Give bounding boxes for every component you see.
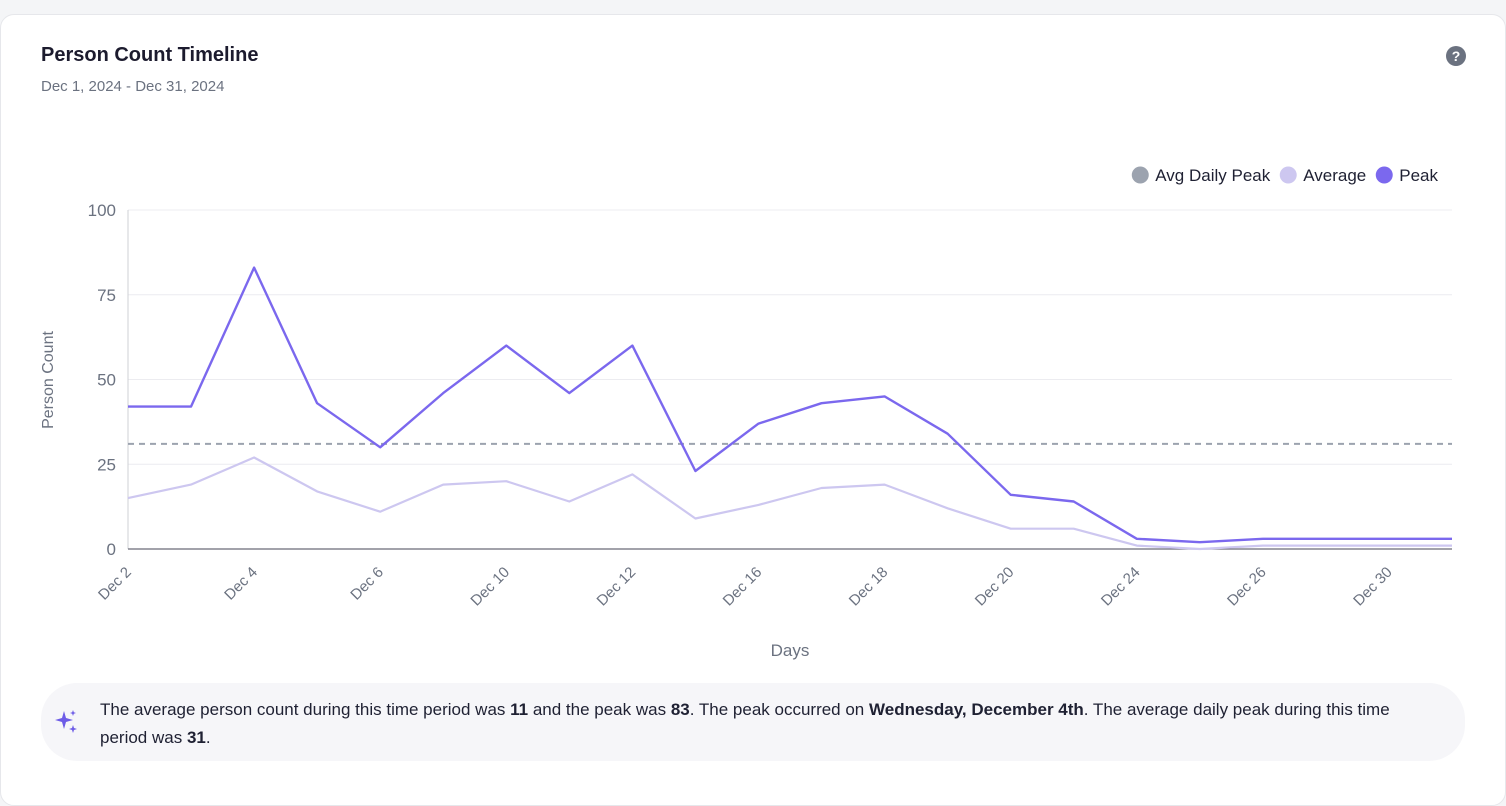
- x-tick-label: Dec 26: [1224, 564, 1270, 610]
- person-count-chart: 0 25 50 75 100 Dec 2 Dec 4 Dec 6 Dec 10 Dec 12 De…: [40, 166, 1452, 660]
- y-axis-label: Person Count: [40, 331, 57, 429]
- series-line-peak: [128, 266, 1452, 544]
- y-tick-label: 25: [97, 455, 116, 474]
- y-tick-label: 50: [97, 371, 116, 390]
- legend-swatch: [1131, 166, 1149, 184]
- legend-item: Peak: [1375, 166, 1438, 185]
- y-tick-label: 100: [88, 201, 116, 220]
- series-line-average: [127, 456, 1452, 551]
- x-axis-label: Days: [771, 641, 810, 660]
- insight-text-part: .: [205, 728, 211, 747]
- legend-item: Average: [1279, 166, 1366, 185]
- insight-text-part: . The average daily peak during this tim…: [100, 700, 1390, 747]
- x-tick-label: Dec 6: [347, 564, 387, 604]
- x-tick-label: Dec 30: [1350, 564, 1396, 610]
- x-tick-label: Dec 18: [846, 564, 892, 610]
- legend-label: Peak: [1399, 166, 1438, 185]
- chart-card: [0, 14, 1506, 806]
- insight-panel: The average person count during this tim…: [41, 683, 1465, 761]
- legend-swatch: [1279, 166, 1297, 184]
- x-tick-label: Dec 2: [95, 564, 135, 604]
- date-range: Dec 1, 2024 - Dec 31, 2024: [41, 78, 225, 95]
- legend-swatch: [1375, 166, 1393, 184]
- insight-average-value: 11: [510, 700, 529, 719]
- chart-title: Person Count Timeline: [41, 44, 259, 66]
- x-tick-label: Dec 16: [720, 564, 766, 610]
- x-tick-label: Dec 10: [467, 564, 513, 610]
- legend-label: Avg Daily Peak: [1155, 166, 1270, 185]
- legend-item: Avg Daily Peak: [1131, 166, 1271, 185]
- insight-text-part: and the peak was: [528, 700, 671, 719]
- y-tick-label: 0: [107, 540, 116, 559]
- insight-text-part: . The peak occurred on: [689, 700, 869, 719]
- insight-peak-day: Wednesday, December 4th: [869, 700, 1084, 719]
- sparkles-icon: [55, 710, 77, 733]
- legend-label: Average: [1303, 166, 1366, 185]
- insight-avg-daily-peak-value: 31: [186, 728, 206, 747]
- insight-text-part: The average person count during this tim…: [100, 700, 511, 719]
- insight-peak-value: 83: [670, 700, 690, 719]
- x-tick-label: Dec 24: [1098, 564, 1144, 610]
- question-circle-icon[interactable]: ?: [1446, 46, 1466, 66]
- x-tick-label: Dec 20: [972, 564, 1018, 610]
- x-tick-label: Dec 4: [221, 564, 261, 604]
- x-tick-label: Dec 12: [594, 564, 640, 610]
- y-tick-label: 75: [97, 286, 116, 305]
- insight-text: The average person count during this tim…: [100, 696, 1440, 752]
